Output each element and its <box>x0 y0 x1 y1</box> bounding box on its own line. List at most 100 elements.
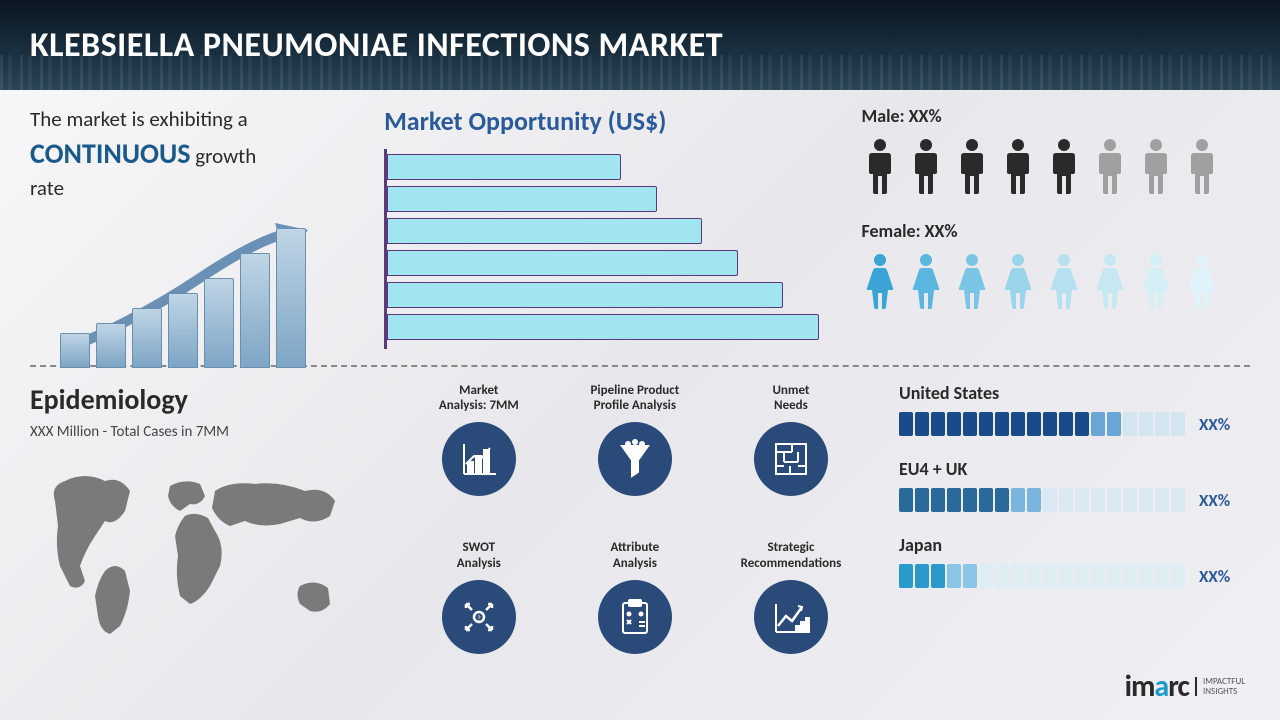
logo-text: imarc <box>1125 668 1189 705</box>
analysis-icon-circle: ? <box>442 580 516 654</box>
region-bar-segment <box>1075 564 1089 588</box>
male-icon <box>1000 137 1036 195</box>
analysis-label: AttributeAnalysis <box>562 540 708 572</box>
header-banner: KLEBSIELLA PNEUMONIAE INFECTIONS MARKET <box>0 0 1280 90</box>
epidemiology-subtitle: XXX Million - Total Cases in 7MM <box>30 423 391 441</box>
male-icon <box>908 137 944 195</box>
region-row: United StatesXX% <box>899 382 1250 436</box>
svg-text:?: ? <box>477 614 481 624</box>
region-bar-segment <box>1011 412 1025 436</box>
opportunity-bar <box>387 282 782 308</box>
region-bar: XX% <box>899 488 1250 512</box>
region-bar: XX% <box>899 412 1250 436</box>
region-bar-segment <box>1043 412 1057 436</box>
opportunity-bar <box>387 186 657 212</box>
region-bar-segment <box>1043 488 1057 512</box>
female-icon <box>862 252 898 310</box>
analysis-icon-circle <box>598 580 672 654</box>
growth-bar <box>132 308 162 368</box>
region-bar-segment <box>1171 412 1185 436</box>
analysis-item: StrategicRecommendations <box>718 540 864 683</box>
opportunity-panel: Market Opportunity (US$) <box>384 105 836 355</box>
region-bar-segment <box>1107 488 1121 512</box>
regions-panel: United StatesXX%EU4 + UKXX%JapanXX% <box>879 382 1250 682</box>
region-bar-segment <box>1059 488 1073 512</box>
region-bar-segment <box>1171 564 1185 588</box>
analysis-item: SWOTAnalysis? <box>406 540 552 683</box>
analysis-label: MarketAnalysis: 7MM <box>406 382 552 414</box>
region-bar-segment <box>1139 488 1153 512</box>
male-icon <box>1184 137 1220 195</box>
region-bar-segment <box>1075 412 1089 436</box>
analysis-label: Pipeline ProductProfile Analysis <box>562 382 708 414</box>
analysis-label: StrategicRecommendations <box>718 540 864 572</box>
region-bar-segment <box>1043 564 1057 588</box>
region-bar-segment <box>963 412 977 436</box>
growth-bar <box>204 278 234 368</box>
region-percent: XX% <box>1199 414 1230 435</box>
male-icon <box>954 137 990 195</box>
region-bar-segment <box>979 564 993 588</box>
region-bar-segment <box>1155 488 1169 512</box>
analysis-grid: MarketAnalysis: 7MM Pipeline ProductProfi… <box>391 382 879 682</box>
growth-bar <box>60 333 90 368</box>
male-icon <box>1092 137 1128 195</box>
female-icon <box>1046 252 1082 310</box>
growth-line3: rate <box>30 175 64 201</box>
region-bar-segment <box>899 488 913 512</box>
female-icon <box>1184 252 1220 310</box>
region-bar-segment <box>1155 564 1169 588</box>
region-bar-segment <box>947 488 961 512</box>
growth-line2: growth <box>195 143 256 169</box>
growth-panel: The market is exhibiting a CONTINUOUS gr… <box>30 105 384 355</box>
region-bar-segment <box>1091 564 1105 588</box>
region-bar-segment <box>1139 564 1153 588</box>
region-bar-segment <box>1091 412 1105 436</box>
growth-word: CONTINUOUS <box>30 136 191 171</box>
region-bar-segment <box>1155 412 1169 436</box>
region-bar-segment <box>1027 564 1041 588</box>
region-row: JapanXX% <box>899 534 1250 588</box>
growth-text: The market is exhibiting a CONTINUOUS gr… <box>30 105 384 203</box>
male-icon <box>862 137 898 195</box>
growth-bar <box>96 323 126 368</box>
gender-panel: Male: XX% Female: XX% <box>837 105 1251 355</box>
region-bar: XX% <box>899 564 1250 588</box>
opportunity-bar <box>387 218 702 244</box>
region-bar-segment <box>1011 564 1025 588</box>
growth-bar <box>276 228 306 368</box>
analysis-icon-circle <box>754 422 828 496</box>
opportunity-bar <box>387 154 621 180</box>
region-bar-segment <box>1107 564 1121 588</box>
region-bar-segment <box>915 412 929 436</box>
analysis-item: UnmetNeeds <box>718 382 864 525</box>
region-bar-segment <box>1059 412 1073 436</box>
female-icon <box>1138 252 1174 310</box>
region-bar-segment <box>979 488 993 512</box>
analysis-label: UnmetNeeds <box>718 382 864 414</box>
growth-chart-icon <box>60 218 360 368</box>
growth-line1: The market is exhibiting a <box>30 106 248 132</box>
brand-logo: imarc IMPACTFUL INSIGHTS <box>1125 668 1245 705</box>
region-bar-segment <box>915 564 929 588</box>
region-bar-segment <box>1107 412 1121 436</box>
region-percent: XX% <box>1199 566 1230 587</box>
region-bar-segment <box>1059 564 1073 588</box>
epidemiology-panel: Epidemiology XXX Million - Total Cases i… <box>30 382 391 682</box>
world-map-icon <box>30 456 360 646</box>
epidemiology-title: Epidemiology <box>30 382 391 417</box>
analysis-icon-circle <box>442 422 516 496</box>
page-title: KLEBSIELLA PNEUMONIAE INFECTIONS MARKET <box>30 25 723 66</box>
region-bar-segment <box>931 488 945 512</box>
female-icons-row <box>862 252 1251 310</box>
region-bar-segment <box>899 564 913 588</box>
analysis-icon-circle <box>754 580 828 654</box>
analysis-item: MarketAnalysis: 7MM <box>406 382 552 525</box>
region-bar-segment <box>1027 488 1041 512</box>
region-bar-segment <box>931 412 945 436</box>
female-icon <box>1000 252 1036 310</box>
region-bar-segment <box>931 564 945 588</box>
region-name: EU4 + UK <box>899 458 1250 480</box>
logo-tagline: IMPACTFUL INSIGHTS <box>1195 677 1245 697</box>
region-percent: XX% <box>1199 490 1230 511</box>
